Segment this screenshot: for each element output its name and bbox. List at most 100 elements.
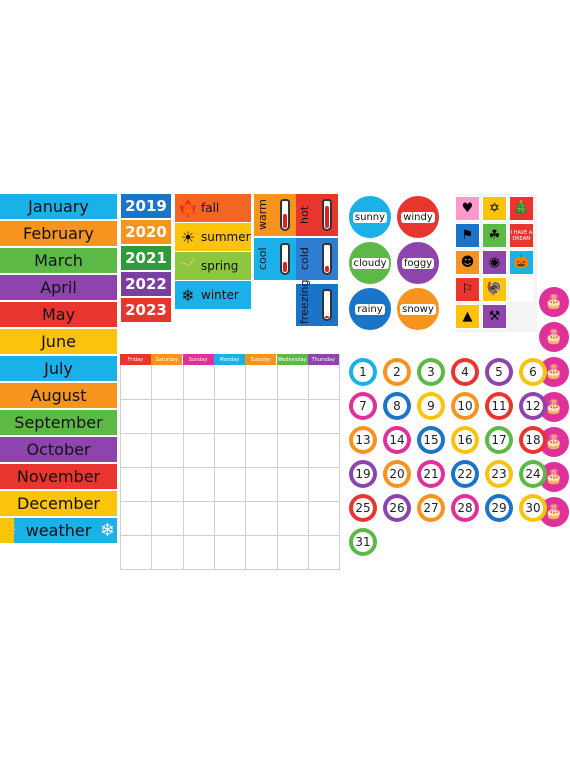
number-label: 28: [455, 498, 475, 518]
month-card-september: September: [0, 410, 117, 435]
dream-sign-icon: I HAVE A DREAM: [509, 223, 534, 248]
grid-line: [120, 399, 339, 400]
number-circle-21: 21: [417, 460, 445, 488]
party-hat-icon: ▲: [455, 304, 480, 329]
season-card-winter: ❄ winter: [175, 281, 251, 309]
pumpkin-icon: 🎃: [509, 250, 534, 275]
silhouette-icon: ☻: [455, 250, 480, 275]
month-card-november: November: [0, 464, 117, 489]
month-card-october: October: [0, 437, 117, 462]
menorah-icon: ✡: [482, 196, 507, 221]
temp-card-freezing: freezing: [296, 279, 338, 326]
month-card-weather: weather ☀ ❄: [0, 518, 117, 543]
weather-cloudy: cloudy: [347, 240, 393, 286]
weather-sunny: sunny: [347, 194, 393, 240]
month-card-may: May: [0, 302, 117, 327]
number-label: 14: [387, 430, 407, 450]
number-circle-4: 4: [451, 358, 479, 386]
number-circle-13: 13: [349, 426, 377, 454]
snowflake-icon: ❄: [99, 520, 115, 541]
number-circle-6: 6: [519, 358, 547, 386]
number-label: 31: [353, 532, 373, 552]
number-circle-23: 23: [485, 460, 513, 488]
weather-label: rainy: [355, 303, 385, 315]
year-card-2022: 2022: [121, 272, 171, 296]
calendar-day-tuesday: Tuesday: [245, 354, 277, 365]
season-label: summer: [201, 230, 251, 244]
number-label: 20: [387, 464, 407, 484]
number-circle-19: 19: [349, 460, 377, 488]
number-circle-2: 2: [383, 358, 411, 386]
season-card-spring: 🌱 spring: [175, 252, 251, 280]
season-label: spring: [201, 259, 239, 273]
season-card-summer: ☀ summer: [175, 223, 251, 251]
number-circle-9: 9: [417, 392, 445, 420]
number-circle-17: 17: [485, 426, 513, 454]
thermometer-icon: [280, 243, 290, 275]
season-card-fall: 🍁 fall: [175, 194, 251, 222]
number-label: 13: [353, 430, 373, 450]
number-label: 9: [421, 396, 441, 416]
number-label: 1: [353, 362, 373, 382]
number-label: 27: [421, 498, 441, 518]
season-label: fall: [201, 201, 220, 215]
calendar-day-monday: Monday: [213, 354, 245, 365]
number-circle-18: 18: [519, 426, 547, 454]
number-circle-14: 14: [383, 426, 411, 454]
birthday-cake-icon: 🎂: [539, 322, 569, 352]
birthday-cake-icon: 🎂: [539, 287, 569, 317]
month-card-august: August: [0, 383, 117, 408]
flag-icon: ⚑: [455, 223, 480, 248]
clover-icon: ☘: [482, 223, 507, 248]
temp-label: cool: [256, 247, 269, 271]
number-label: 19: [353, 464, 373, 484]
grid-line: [120, 467, 339, 468]
number-circle-29: 29: [485, 494, 513, 522]
temp-card-cool: cool: [254, 238, 296, 280]
number-circle-1: 1: [349, 358, 377, 386]
weather-foggy: foggy: [395, 240, 441, 286]
number-circle-28: 28: [451, 494, 479, 522]
temp-card-hot: hot: [296, 194, 338, 236]
number-label: 6: [523, 362, 543, 382]
thermometer-icon: [280, 199, 290, 231]
month-card-april: April: [0, 275, 117, 300]
thermometer-icon: [322, 289, 332, 321]
grid-line: [120, 501, 339, 502]
calendar-day-wednesday: Wednesday: [276, 354, 308, 365]
year-card-2021: 2021: [121, 246, 171, 270]
snowflake-icon: ❄: [181, 285, 195, 305]
month-card-june: June: [0, 329, 117, 354]
weather-label: windy: [401, 211, 435, 223]
year-card-2023: 2023: [121, 298, 171, 322]
month-card-february: February: [0, 221, 117, 246]
number-label: 30: [523, 498, 543, 518]
calendar-day-friday: Friday: [120, 354, 151, 365]
number-circle-16: 16: [451, 426, 479, 454]
number-circle-30: 30: [519, 494, 547, 522]
egg-icon: ◉: [482, 250, 507, 275]
number-circle-27: 27: [417, 494, 445, 522]
temp-card-warm: warm: [254, 194, 296, 236]
month-card-july: July: [0, 356, 117, 381]
turkey-icon: 🦃: [482, 277, 507, 302]
month-card-march: March: [0, 248, 117, 273]
temp-label: warm: [256, 199, 269, 231]
weather-snowy: snowy: [395, 286, 441, 332]
number-circle-26: 26: [383, 494, 411, 522]
number-label: 7: [353, 396, 373, 416]
number-label: 25: [353, 498, 373, 518]
thermometer-icon: [322, 243, 332, 275]
temp-label: cold: [298, 247, 311, 271]
number-label: 21: [421, 464, 441, 484]
number-label: 8: [387, 396, 407, 416]
tree-icon: 🎄: [509, 196, 534, 221]
hammer-icon: ⚒: [482, 304, 507, 329]
number-circle-5: 5: [485, 358, 513, 386]
temp-label: freezing: [298, 279, 311, 324]
month-card-january: January: [0, 194, 117, 219]
number-circle-25: 25: [349, 494, 377, 522]
number-label: 23: [489, 464, 509, 484]
weather-label: sunny: [352, 211, 388, 223]
grid-line: [120, 535, 339, 536]
